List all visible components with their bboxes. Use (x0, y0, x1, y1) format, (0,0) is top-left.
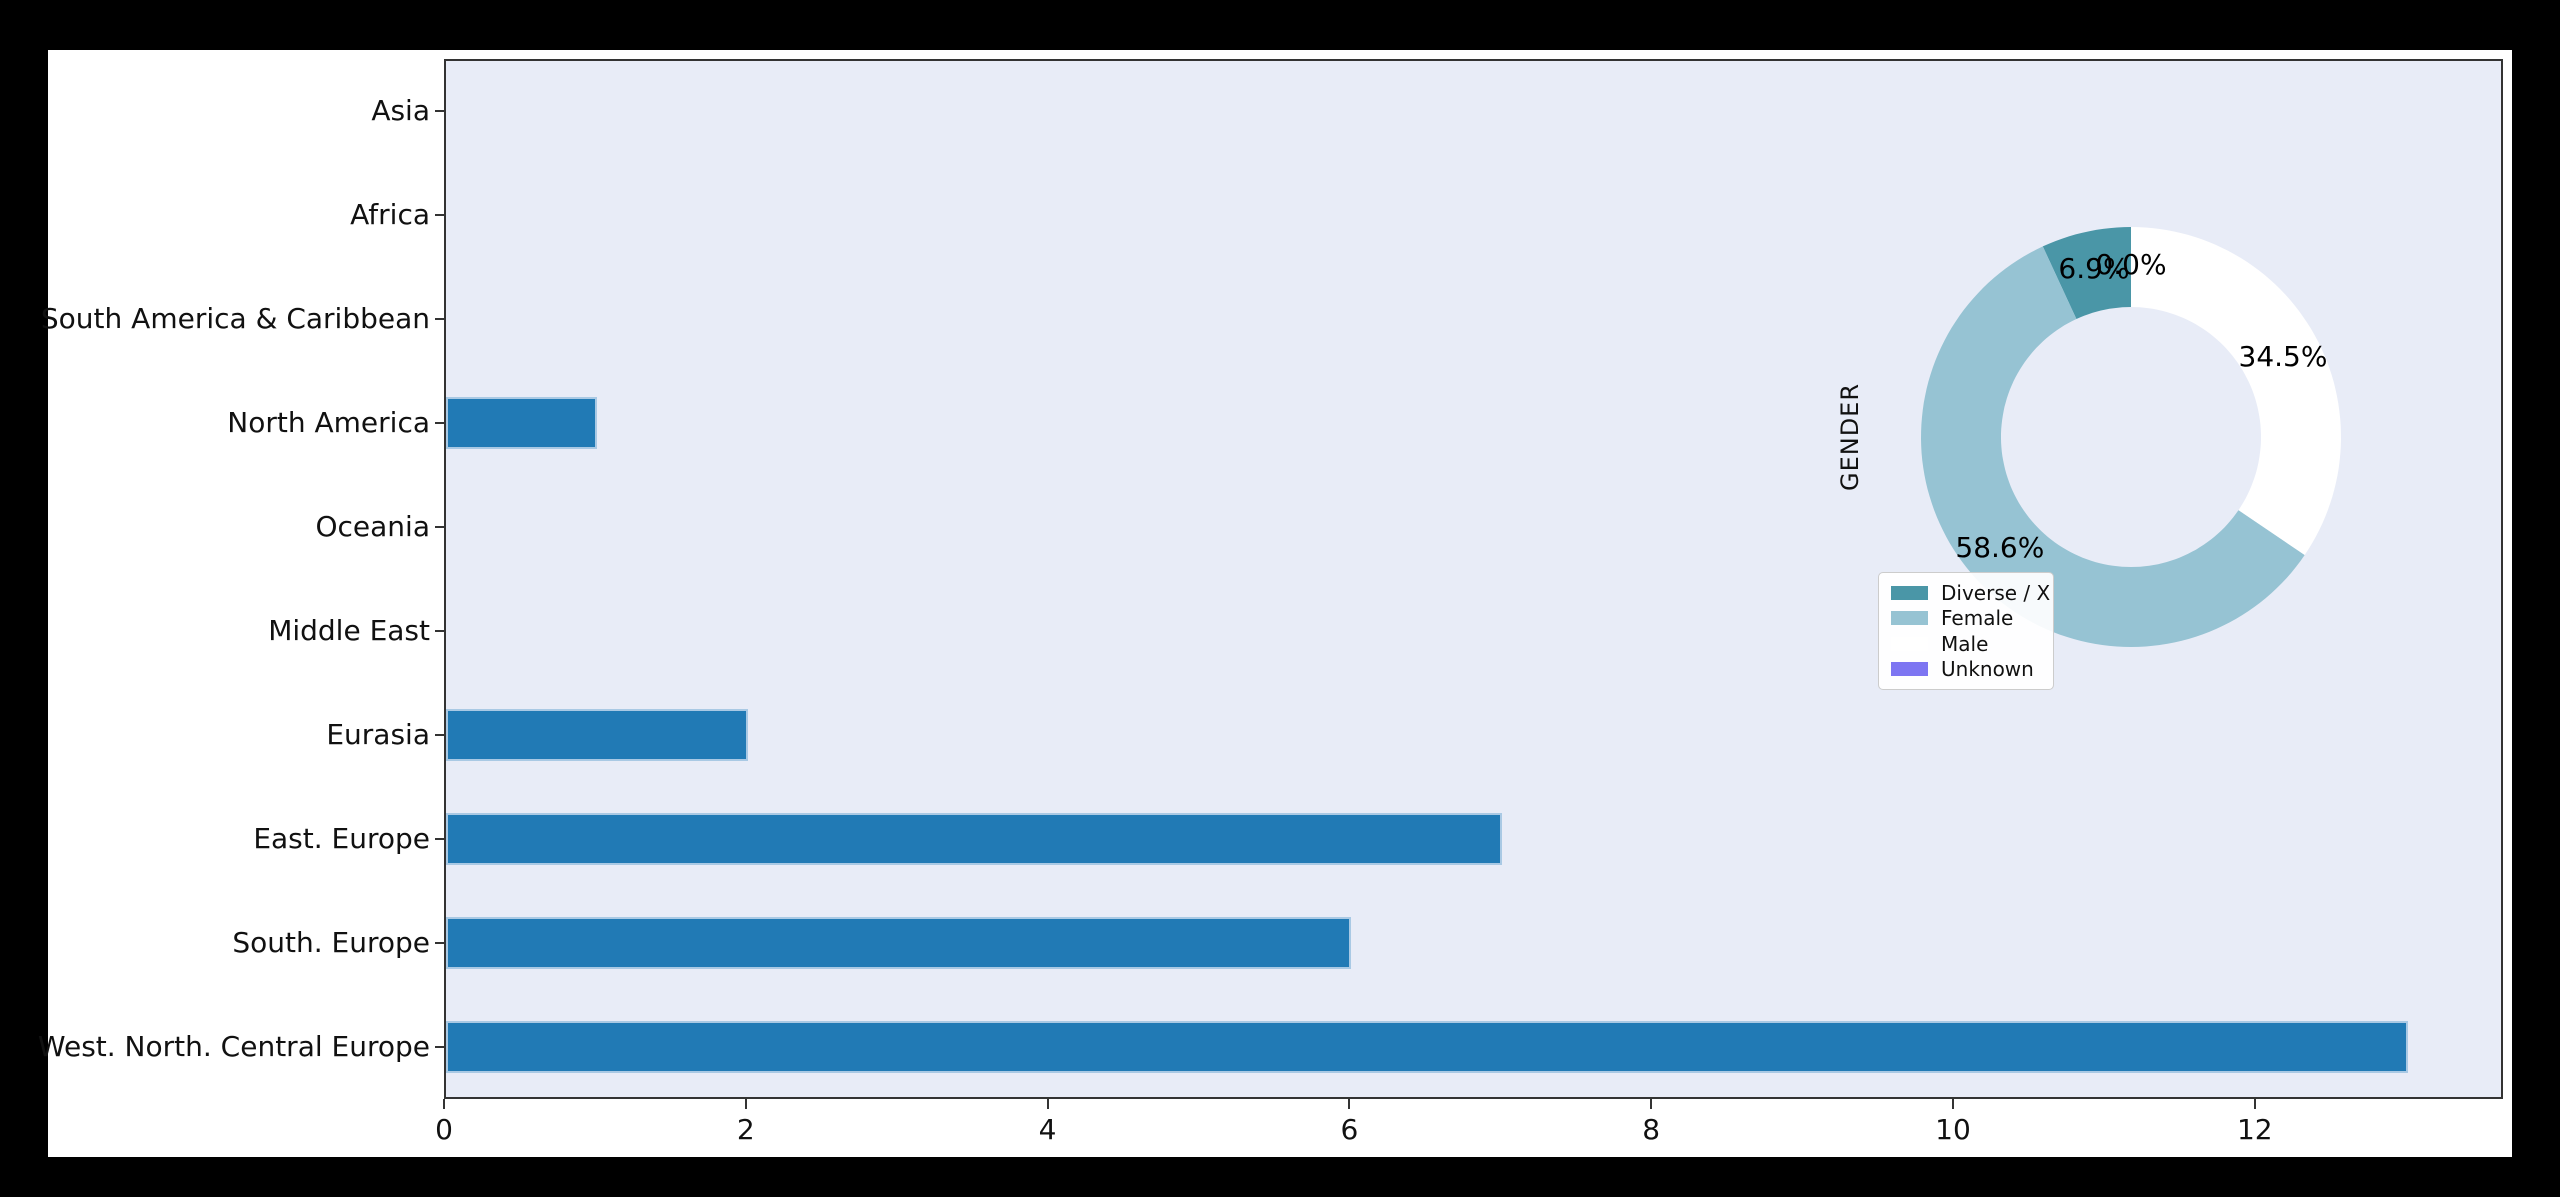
gender-legend: Diverse / X Female Male Unknown (1878, 572, 2054, 690)
legend-label: Diverse / X (1941, 581, 2051, 605)
legend-item-unknown: Unknown (1891, 659, 2041, 679)
legend-label: Male (1941, 631, 1989, 656)
legend-item-diverse-x: Diverse / X (1891, 583, 2050, 603)
gender-axis-label: GENDER (1836, 382, 1864, 492)
legend-item-male: Male (1891, 634, 2041, 654)
legend-swatch (1891, 586, 1928, 600)
legend-swatch (1891, 611, 1928, 626)
legend-label: Unknown (1941, 656, 2034, 681)
legend-label: Female (1941, 606, 2014, 631)
legend-swatch (1891, 661, 1928, 676)
bar-chart-plot-area (444, 59, 2503, 1099)
legend-item-female: Female (1891, 608, 2041, 628)
legend-swatch (1891, 636, 1928, 651)
